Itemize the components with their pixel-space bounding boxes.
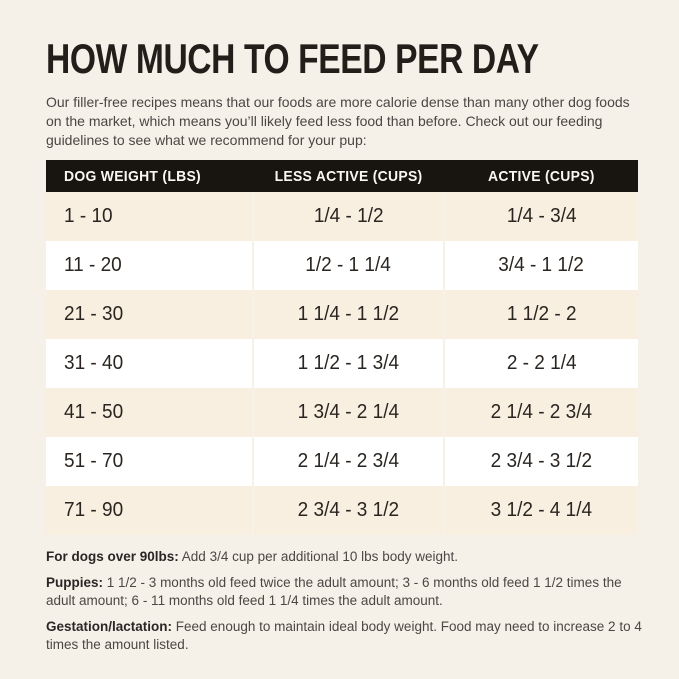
table-row: 11 - 20 1/2 - 1 1/4 3/4 - 1 1/2	[46, 241, 638, 290]
weight-cell: 41 - 50	[64, 401, 124, 423]
table-row: 41 - 50 1 3/4 - 2 1/4 2 1/4 - 2 3/4	[46, 388, 638, 437]
active-cell: 1 1/2 - 2	[443, 290, 638, 339]
column-header-less-active: LESS ACTIVE (CUPS)	[253, 160, 444, 192]
active-cell: 2 - 2 1/4	[443, 339, 638, 388]
weight-cell: 11 - 20	[64, 254, 122, 276]
table-row: 71 - 90 2 3/4 - 3 1/2 3 1/2 - 4 1/4	[46, 486, 638, 535]
less-active-cell: 1 1/2 - 1 3/4	[252, 339, 444, 388]
column-header-active: ACTIVE (CUPS)	[444, 160, 638, 192]
less-active-cell: 2 1/4 - 2 3/4	[252, 437, 444, 486]
active-cell: 2 3/4 - 3 1/2	[443, 437, 638, 486]
note-text: 1 1/2 - 3 months old feed twice the adul…	[46, 575, 622, 608]
active-cell: 2 1/4 - 2 3/4	[443, 388, 638, 437]
weight-cell: 1 - 10	[64, 205, 113, 227]
weight-cell: 31 - 40	[64, 352, 124, 374]
note-puppies: Puppies: 1 1/2 - 3 months old feed twice…	[46, 574, 646, 610]
active-cell: 3 1/2 - 4 1/4	[443, 486, 638, 535]
note-over-90lbs: For dogs over 90lbs: Add 3/4 cup per add…	[46, 548, 646, 566]
page-title: HOW MUCH TO FEED PER DAY	[46, 38, 638, 80]
intro-text: Our filler-free recipes means that our f…	[46, 94, 630, 148]
table-row: 31 - 40 1 1/2 - 1 3/4 2 - 2 1/4	[46, 339, 638, 388]
feeding-guide-page: HOW MUCH TO FEED PER DAY Our filler-free…	[46, 38, 646, 654]
less-active-cell: 2 3/4 - 3 1/2	[252, 486, 444, 535]
note-label: Puppies:	[46, 575, 104, 590]
table-row: 1 - 10 1/4 - 1/2 1/4 - 3/4	[46, 192, 638, 241]
active-cell: 3/4 - 1 1/2	[443, 241, 638, 290]
table-header-row: DOG WEIGHT (LBS) LESS ACTIVE (CUPS) ACTI…	[46, 160, 638, 192]
active-cell: 1/4 - 3/4	[443, 192, 638, 241]
page-title-text: HOW MUCH TO FEED PER DAY	[46, 35, 539, 82]
table-row: 21 - 30 1 1/4 - 1 1/2 1 1/2 - 2	[46, 290, 638, 339]
note-text: Feed enough to maintain ideal body weigh…	[46, 619, 642, 652]
weight-cell: 51 - 70	[64, 450, 124, 472]
less-active-cell: 1/2 - 1 1/4	[252, 241, 444, 290]
less-active-cell: 1 3/4 - 2 1/4	[252, 388, 444, 437]
weight-cell: 21 - 30	[64, 303, 124, 325]
note-text: Add 3/4 cup per additional 10 lbs body w…	[181, 549, 458, 564]
note-label: Gestation/lactation:	[46, 619, 173, 634]
table-row: 51 - 70 2 1/4 - 2 3/4 2 3/4 - 3 1/2	[46, 437, 638, 486]
less-active-cell: 1/4 - 1/2	[252, 192, 444, 241]
weight-cell: 71 - 90	[64, 499, 124, 521]
footnotes: For dogs over 90lbs: Add 3/4 cup per add…	[46, 548, 646, 654]
note-gestation-lactation: Gestation/lactation: Feed enough to main…	[46, 618, 646, 654]
column-header-dog-weight: DOG WEIGHT (LBS)	[46, 160, 253, 192]
less-active-cell: 1 1/4 - 1 1/2	[252, 290, 444, 339]
note-label: For dogs over 90lbs:	[46, 549, 179, 564]
feeding-table: DOG WEIGHT (LBS) LESS ACTIVE (CUPS) ACTI…	[46, 160, 638, 535]
